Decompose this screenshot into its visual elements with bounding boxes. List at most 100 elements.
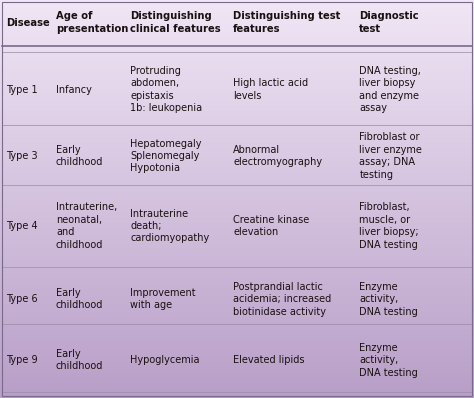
Bar — [0, 366, 474, 367]
Bar — [0, 13, 474, 15]
Bar — [0, 68, 474, 69]
Bar — [0, 240, 474, 242]
Bar — [0, 138, 474, 139]
Bar — [0, 27, 474, 28]
Text: Type 3: Type 3 — [6, 151, 37, 161]
Bar — [0, 228, 474, 230]
Bar — [0, 175, 474, 176]
Bar — [0, 126, 474, 127]
Bar — [0, 190, 474, 191]
Bar — [0, 349, 474, 350]
Bar — [0, 260, 474, 261]
Bar — [0, 32, 474, 33]
Bar — [0, 394, 474, 395]
Bar — [0, 90, 474, 92]
Bar — [0, 226, 474, 227]
Bar — [0, 386, 474, 387]
Bar — [0, 304, 474, 305]
Bar — [0, 183, 474, 184]
Bar — [0, 74, 474, 76]
Bar — [0, 102, 474, 103]
Bar — [0, 325, 474, 326]
Bar — [0, 111, 474, 113]
Bar — [0, 395, 474, 397]
Bar — [0, 265, 474, 267]
Bar — [0, 127, 474, 129]
Bar — [0, 88, 474, 89]
Bar — [0, 215, 474, 216]
Bar — [0, 40, 474, 41]
Bar — [0, 302, 474, 304]
Bar — [0, 171, 474, 172]
Bar — [0, 35, 474, 36]
Bar — [0, 137, 474, 138]
Bar — [0, 191, 474, 192]
Bar — [0, 25, 474, 27]
Bar — [0, 33, 474, 35]
Bar — [0, 312, 474, 313]
Bar — [0, 135, 474, 137]
Bar — [0, 16, 474, 17]
Bar — [0, 310, 474, 312]
Bar — [0, 337, 474, 338]
Text: Early
childhood: Early childhood — [56, 349, 103, 371]
Bar — [0, 114, 474, 115]
Bar — [0, 258, 474, 259]
Bar — [0, 125, 474, 126]
Text: Intrauterine
death;
cardiomyopathy: Intrauterine death; cardiomyopathy — [130, 209, 210, 244]
Bar — [0, 231, 474, 232]
Bar — [0, 131, 474, 133]
Bar — [0, 194, 474, 195]
Bar — [0, 251, 474, 252]
Bar — [0, 170, 474, 171]
Bar — [0, 148, 474, 150]
Bar — [0, 377, 474, 378]
Bar — [0, 269, 474, 271]
Bar — [0, 1, 474, 3]
Bar — [0, 234, 474, 235]
Bar — [0, 341, 474, 342]
Bar — [0, 247, 474, 248]
Bar — [0, 292, 474, 293]
Bar — [0, 285, 474, 287]
Text: Type 9: Type 9 — [6, 355, 37, 365]
Bar — [0, 59, 474, 60]
Bar — [0, 130, 474, 131]
Bar — [0, 336, 474, 337]
Bar — [0, 275, 474, 276]
Text: Enzyme
activity,
DNA testing: Enzyme activity, DNA testing — [359, 282, 418, 317]
Text: Early
childhood: Early childhood — [56, 288, 103, 310]
Bar — [0, 100, 474, 101]
Bar — [0, 387, 474, 389]
Bar — [0, 224, 474, 226]
Text: Protruding
abdomen,
epistaxis
1b: leukopenia: Protruding abdomen, epistaxis 1b: leukop… — [130, 66, 202, 113]
Bar — [0, 107, 474, 109]
Bar — [0, 89, 474, 90]
Bar — [0, 172, 474, 174]
Bar — [0, 261, 474, 263]
Text: Hepatomegaly
Splenomegaly
Hypotonia: Hepatomegaly Splenomegaly Hypotonia — [130, 139, 202, 174]
Bar — [0, 134, 474, 135]
Bar — [0, 284, 474, 285]
Bar — [0, 151, 474, 152]
Bar — [0, 369, 474, 370]
Bar — [0, 52, 474, 53]
Bar — [0, 7, 474, 8]
Bar — [0, 279, 474, 280]
Bar — [0, 105, 474, 106]
Bar — [0, 208, 474, 210]
Bar — [0, 272, 474, 273]
Bar — [0, 391, 474, 393]
Bar — [0, 308, 474, 309]
Bar — [0, 250, 474, 251]
Bar — [0, 358, 474, 359]
Bar — [0, 252, 474, 254]
Bar — [0, 45, 474, 47]
Bar — [0, 342, 474, 343]
Bar — [0, 109, 474, 110]
Bar — [0, 51, 474, 52]
Bar — [0, 118, 474, 119]
Bar — [0, 239, 474, 240]
Bar — [0, 268, 474, 269]
Bar — [0, 350, 474, 351]
